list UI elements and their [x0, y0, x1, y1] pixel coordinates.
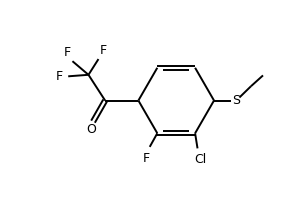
Text: F: F: [56, 70, 63, 83]
Text: F: F: [143, 151, 150, 165]
Text: F: F: [64, 46, 71, 59]
Text: Cl: Cl: [195, 153, 207, 166]
Text: S: S: [232, 94, 240, 107]
Text: F: F: [100, 44, 107, 57]
Text: O: O: [87, 123, 96, 136]
